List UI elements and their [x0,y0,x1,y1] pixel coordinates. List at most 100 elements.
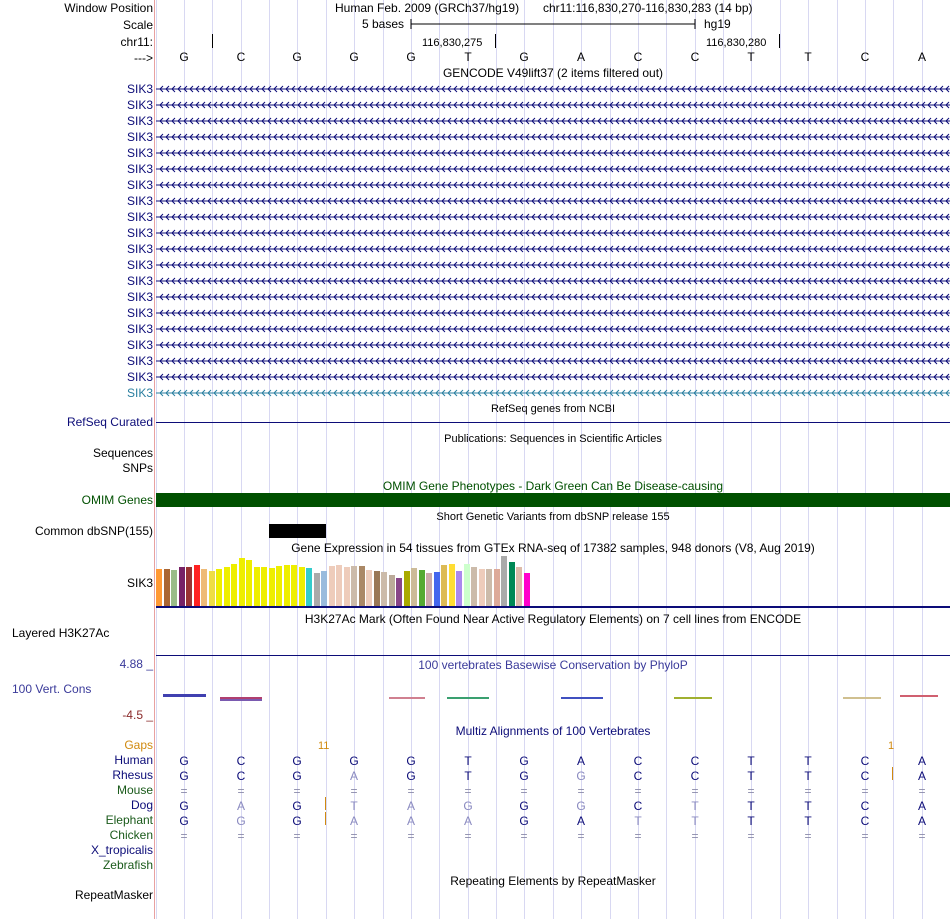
species-label[interactable]: Human [114,753,153,767]
omim-phenotype-bar[interactable] [156,493,950,507]
gencode-title[interactable]: GENCODE V49lift37 (2 items filtered out) [442,66,664,80]
gencode-transcript[interactable] [156,308,950,318]
gencode-gene-label[interactable]: SIK3 [126,162,153,176]
species-label[interactable]: Mouse [116,783,153,797]
gtex-tissue-bar[interactable] [404,571,410,606]
gtex-tissue-bar[interactable] [381,572,387,606]
gtex-tissue-bar[interactable] [291,565,297,606]
species-label[interactable]: X_tropicalis [90,843,153,857]
gtex-tissue-bar[interactable] [261,567,267,606]
gtex-expression-chart[interactable] [156,556,556,606]
gtex-tissue-bar[interactable] [164,569,170,606]
gencode-gene-label[interactable]: SIK3 [126,338,153,352]
gtex-tissue-bar[interactable] [336,565,342,606]
gtex-tissue-bar[interactable] [284,565,290,606]
gencode-gene-label[interactable]: SIK3 [126,258,153,272]
gencode-transcript[interactable] [156,132,950,142]
snps-label[interactable]: SNPs [122,461,153,475]
gencode-gene-label[interactable]: SIK3 [126,130,153,144]
gencode-gene-label[interactable]: SIK3 [126,306,153,320]
species-label[interactable]: Chicken [109,828,153,842]
omim-label[interactable]: OMIM Genes [81,493,153,507]
phylop-label[interactable]: 100 Vert. Cons [12,682,92,696]
gencode-gene-label[interactable]: SIK3 [126,146,153,160]
gtex-tissue-bar[interactable] [179,567,185,606]
gaps-label[interactable]: Gaps [124,738,153,752]
h3k27ac-title[interactable]: H3K27Ac Mark (Often Found Near Active Re… [304,612,802,626]
gtex-tissue-bar[interactable] [449,564,455,606]
species-label[interactable]: Rhesus [112,768,153,782]
gencode-transcript[interactable] [156,276,950,286]
gtex-tissue-bar[interactable] [516,567,522,606]
gencode-gene-label[interactable]: SIK3 [126,322,153,336]
gtex-tissue-bar[interactable] [509,562,515,606]
gtex-tissue-bar[interactable] [314,573,320,606]
gtex-tissue-bar[interactable] [524,573,530,606]
gtex-tissue-bar[interactable] [254,567,260,606]
gencode-transcript[interactable] [156,196,950,206]
dbsnp-title[interactable]: Short Genetic Variants from dbSNP releas… [436,511,670,523]
gencode-transcript[interactable] [156,388,950,398]
gencode-gene-label[interactable]: SIK3 [126,210,153,224]
gtex-label[interactable]: SIK3 [126,576,153,590]
gencode-transcript[interactable] [156,148,950,158]
gtex-tissue-bar[interactable] [299,567,305,606]
refseq-title[interactable]: RefSeq genes from NCBI [490,403,616,415]
gtex-tissue-bar[interactable] [494,569,500,606]
gencode-gene-label[interactable]: SIK3 [126,82,153,96]
gencode-transcript[interactable] [156,244,950,254]
gencode-gene-label[interactable]: SIK3 [126,274,153,288]
h3k27ac-label[interactable]: Layered H3K27Ac [12,626,110,640]
gencode-transcript[interactable] [156,340,950,350]
gencode-transcript[interactable] [156,292,950,302]
gtex-tissue-bar[interactable] [171,570,177,606]
gencode-transcript[interactable] [156,180,950,190]
gencode-gene-label[interactable]: SIK3 [126,386,153,400]
gtex-tissue-bar[interactable] [269,568,275,606]
gencode-transcript[interactable] [156,84,950,94]
refseq-label[interactable]: RefSeq Curated [66,415,153,429]
gencode-gene-label[interactable]: SIK3 [126,354,153,368]
publications-title[interactable]: Publications: Sequences in Scientific Ar… [444,433,662,445]
gtex-tissue-bar[interactable] [479,569,485,606]
gtex-tissue-bar[interactable] [374,571,380,606]
repeatmasker-title[interactable]: Repeating Elements by RepeatMasker [450,874,656,888]
gtex-tissue-bar[interactable] [231,564,237,606]
gtex-tissue-bar[interactable] [366,570,372,606]
gtex-tissue-bar[interactable] [194,565,200,606]
gencode-gene-label[interactable]: SIK3 [126,178,153,192]
refseq-gene-line[interactable] [156,422,950,423]
gtex-tissue-bar[interactable] [434,572,440,606]
gtex-tissue-bar[interactable] [351,566,357,606]
species-label[interactable]: Dog [130,798,153,812]
gtex-tissue-bar[interactable] [209,571,215,606]
gencode-gene-label[interactable]: SIK3 [126,370,153,384]
gtex-tissue-bar[interactable] [276,566,282,606]
gencode-gene-label[interactable]: SIK3 [126,114,153,128]
gencode-transcript[interactable] [156,324,950,334]
gencode-transcript[interactable] [156,100,950,110]
gtex-tissue-bar[interactable] [396,578,402,606]
gtex-tissue-bar[interactable] [359,566,365,606]
gencode-gene-label[interactable]: SIK3 [126,290,153,304]
gtex-tissue-bar[interactable] [419,570,425,606]
gtex-tissue-bar[interactable] [306,568,312,606]
species-label[interactable]: Zebrafish [102,858,153,872]
gtex-tissue-bar[interactable] [156,569,162,606]
gtex-tissue-bar[interactable] [486,569,492,606]
gtex-tissue-bar[interactable] [186,567,192,606]
gtex-tissue-bar[interactable] [321,571,327,606]
repeatmasker-label[interactable]: RepeatMasker [74,888,153,902]
gencode-gene-label[interactable]: SIK3 [126,194,153,208]
species-label[interactable]: Elephant [105,813,153,827]
gtex-tissue-bar[interactable] [344,567,350,606]
gtex-tissue-bar[interactable] [329,566,335,606]
gtex-tissue-bar[interactable] [456,571,462,606]
gtex-tissue-bar[interactable] [441,565,447,606]
gencode-transcript[interactable] [156,260,950,270]
gencode-gene-label[interactable]: SIK3 [126,242,153,256]
gencode-gene-label[interactable]: SIK3 [126,98,153,112]
multiz-title[interactable]: Multiz Alignments of 100 Vertebrates [455,724,651,738]
phylop-title[interactable]: 100 vertebrates Basewise Conservation by… [418,658,688,672]
gtex-tissue-bar[interactable] [216,569,222,606]
